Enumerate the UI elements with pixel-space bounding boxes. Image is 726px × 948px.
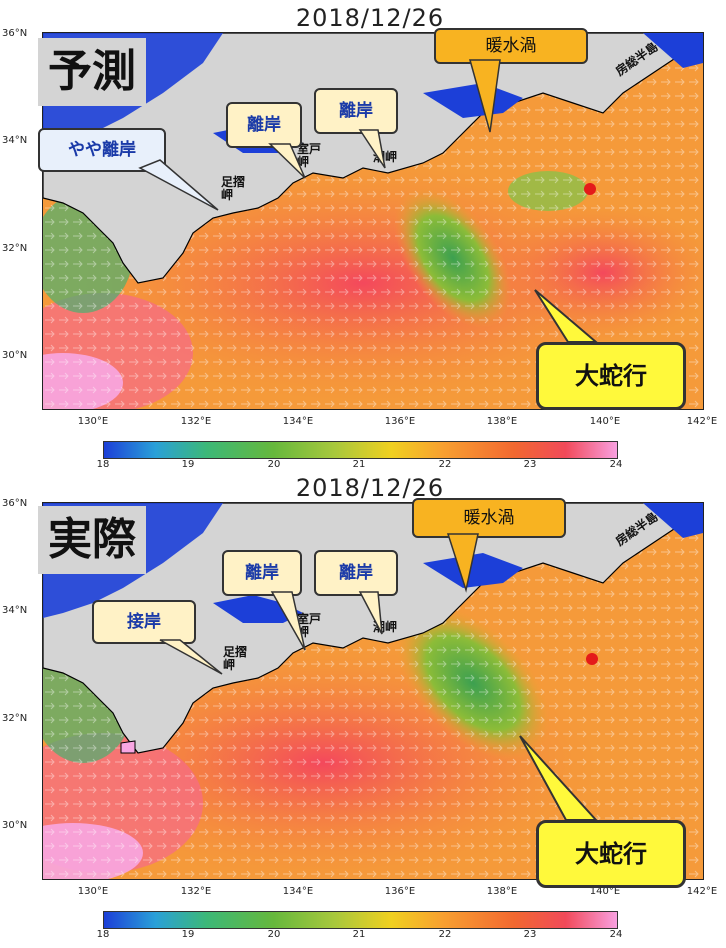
lon-label: 138°E — [486, 416, 518, 427]
colorbar-tick: 22 — [438, 929, 452, 940]
colorbar-tick: 24 — [609, 459, 623, 470]
lon-label: 136°E — [384, 886, 416, 897]
colorbar-tick: 18 — [96, 459, 110, 470]
place-muroto: 室戸 岬 — [297, 142, 322, 169]
colorbar-tick: 23 — [523, 929, 537, 940]
lat-label: 30°N — [2, 350, 28, 361]
colorbar-tick: 21 — [352, 459, 366, 470]
colorbar-tick: 20 — [267, 459, 281, 470]
place-muroto: 室戸 岬 — [297, 612, 322, 639]
callout-rigan-2: 離岸 — [314, 88, 398, 134]
lon-label: 136°E — [384, 416, 416, 427]
callout-yaya-rigan: やや離岸 — [38, 128, 166, 172]
lat-label: 32°N — [2, 243, 28, 254]
panel-actual: 2018/12/26 36°N 34°N 32°N 30°N — [0, 474, 726, 948]
colorbar-tick: 19 — [181, 459, 195, 470]
colorbar-tick: 18 — [96, 929, 110, 940]
panel-tag: 予測 — [38, 38, 146, 106]
date-title: 2018/12/26 — [295, 474, 445, 502]
lat-label: 32°N — [2, 713, 28, 724]
place-ashizuri: 足摺 岬 — [223, 645, 248, 672]
lon-label: 140°E — [589, 886, 621, 897]
callout-setsugan: 接岸 — [92, 600, 196, 644]
lat-label: 30°N — [2, 820, 28, 831]
colorbar — [103, 911, 618, 929]
callout-dansuiuzu: 暖水渦 — [434, 28, 588, 64]
colorbar-tick: 23 — [523, 459, 537, 470]
panel-tag: 実際 — [38, 506, 146, 574]
panel-forecast: 2018/12/26 36°N 34°N 32°N 30°N — [2, 4, 718, 470]
place-ashizuri: 足摺 岬 — [221, 175, 246, 202]
colorbar — [103, 441, 618, 459]
lat-label: 36°N — [2, 498, 28, 509]
lon-label: 142°E — [686, 416, 718, 427]
place-shionomisaki: 潮岬 — [373, 620, 398, 634]
colorbar-tick: 22 — [438, 459, 452, 470]
lon-label: 130°E — [77, 416, 109, 427]
place-shionomisaki: 潮岬 — [373, 150, 398, 164]
callout-rigan-1: 離岸 — [226, 102, 302, 148]
callout-daidako: 大蛇行 — [536, 342, 686, 410]
lon-label: 140°E — [589, 416, 621, 427]
callout-daidako: 大蛇行 — [536, 820, 686, 888]
lon-label: 138°E — [486, 886, 518, 897]
lon-label: 132°E — [180, 416, 212, 427]
callout-rigan-2: 離岸 — [314, 550, 398, 596]
colorbar-tick: 20 — [267, 929, 281, 940]
lat-label: 34°N — [2, 135, 28, 146]
colorbar-tick: 19 — [181, 929, 195, 940]
lon-label: 134°E — [282, 886, 314, 897]
lon-label: 132°E — [180, 886, 212, 897]
lon-label: 142°E — [686, 886, 718, 897]
colorbar-tick: 24 — [609, 929, 623, 940]
lat-label: 36°N — [2, 28, 28, 39]
lon-label: 130°E — [77, 886, 109, 897]
callout-rigan-1: 離岸 — [222, 550, 302, 596]
date-title: 2018/12/26 — [295, 4, 445, 32]
callout-dansuiuzu: 暖水渦 — [412, 498, 566, 538]
lon-label: 134°E — [282, 416, 314, 427]
lat-label: 34°N — [2, 605, 28, 616]
colorbar-tick: 21 — [352, 929, 366, 940]
